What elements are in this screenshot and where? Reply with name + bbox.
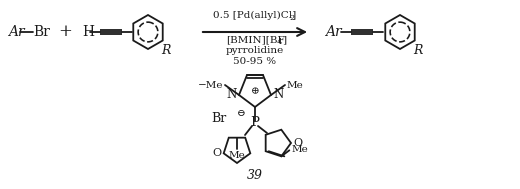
Text: Me: Me xyxy=(291,145,308,154)
Text: 39: 39 xyxy=(247,169,263,182)
Text: 0.5 [Pd(allyl)Cl]: 0.5 [Pd(allyl)Cl] xyxy=(213,11,296,20)
Text: ⊕: ⊕ xyxy=(251,88,259,97)
Text: ]: ] xyxy=(282,35,286,44)
Text: P: P xyxy=(251,115,259,129)
Text: Me: Me xyxy=(229,151,245,160)
Text: R: R xyxy=(161,44,171,57)
Text: −Me: −Me xyxy=(198,81,223,90)
Text: H: H xyxy=(82,25,94,39)
Text: Me: Me xyxy=(287,81,304,90)
Text: O: O xyxy=(293,138,302,148)
Text: Br: Br xyxy=(33,25,50,39)
Text: Ar: Ar xyxy=(325,25,342,39)
Text: N: N xyxy=(273,88,283,101)
Text: Ar: Ar xyxy=(8,25,24,39)
Text: Br: Br xyxy=(212,112,227,125)
Text: +: + xyxy=(58,23,72,40)
Text: 2: 2 xyxy=(289,14,294,22)
Text: ⊖: ⊖ xyxy=(237,109,246,119)
Text: pyrrolidine: pyrrolidine xyxy=(226,46,284,55)
Text: N: N xyxy=(227,88,237,101)
Text: O: O xyxy=(213,148,222,158)
Text: 50-95 %: 50-95 % xyxy=(233,57,277,66)
Text: R: R xyxy=(413,44,422,57)
Text: 4: 4 xyxy=(277,38,282,46)
Text: [BMIN][BF: [BMIN][BF xyxy=(226,35,284,44)
